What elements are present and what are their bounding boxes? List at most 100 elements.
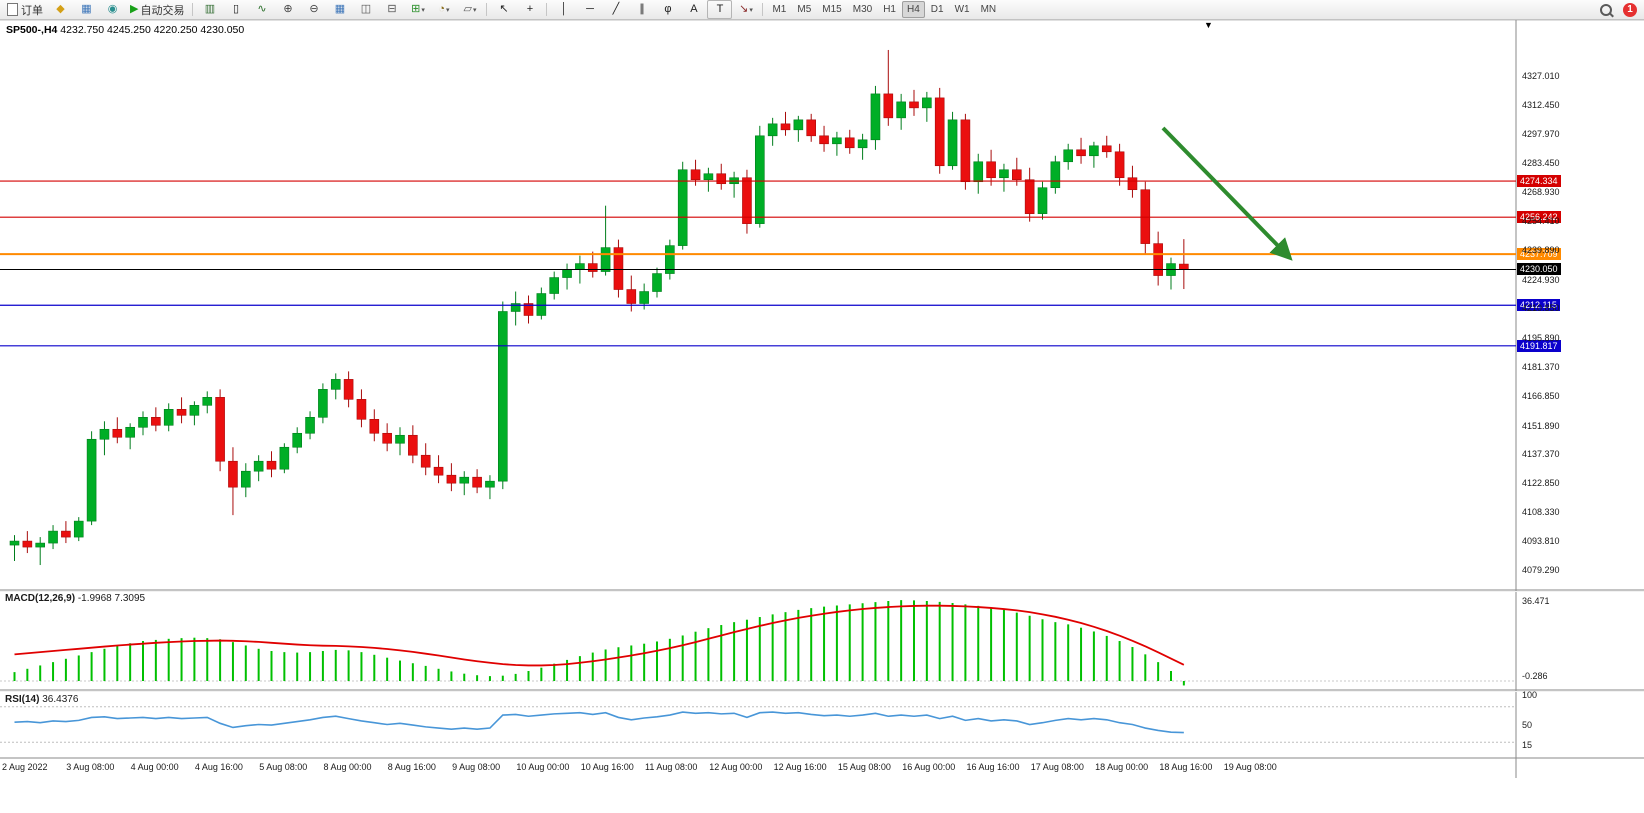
market-watch-button[interactable]: ◆ (48, 0, 73, 19)
candle-body (806, 119, 817, 137)
time-axis-label: 18 Aug 16:00 (1159, 762, 1213, 772)
template-icon: ▱ (463, 3, 472, 15)
search-button[interactable] (1593, 0, 1618, 19)
vertical-line-button[interactable]: │ (551, 0, 576, 19)
timeframe-H1[interactable]: H1 (883, 4, 896, 15)
candle-body (151, 417, 161, 426)
timeframe-M30[interactable]: M30 (852, 4, 873, 15)
horizontal-line-button[interactable]: ─ (577, 0, 602, 19)
horizontal-line-icon: ─ (586, 3, 594, 15)
indicator-list-button[interactable]: ⊟ (379, 0, 404, 19)
candle-body (48, 530, 58, 544)
dropdown-caret: ▾ (472, 6, 477, 14)
indicator-list-icon: ⊟ (387, 3, 397, 15)
chart-title: SP500-,H4 4232.750 4245.250 4220.250 423… (6, 24, 244, 36)
candle-body (986, 161, 996, 179)
candle-body (318, 389, 328, 418)
candle-body (883, 93, 894, 119)
zoom-in-button[interactable]: ⊕ (275, 0, 300, 19)
candle-body (844, 137, 855, 149)
candle-body (395, 434, 405, 444)
timeframe-H4[interactable]: H4 (901, 1, 925, 18)
channel-icon: ∥ (639, 3, 645, 15)
period-menu-button[interactable]: ◔ ▾ (431, 0, 456, 19)
fibonacci-icon: φ (664, 3, 672, 15)
timeframe-M1[interactable]: M1 (772, 4, 787, 15)
macd-signal-line (14, 604, 1185, 667)
autotrading-button[interactable]: ▶ 自动交易 (126, 0, 188, 19)
line-chart-button[interactable]: ∿ (249, 0, 274, 19)
candle-body (909, 101, 919, 109)
cursor-button[interactable]: ↖ (491, 0, 516, 19)
candle-body (870, 93, 881, 141)
price-axis-tick: 4210.850 (1522, 302, 1560, 313)
navigator-button[interactable]: ◉ (100, 0, 125, 19)
candle-body (459, 476, 470, 484)
crosshair-button[interactable]: + (517, 0, 542, 19)
timeframe-M15[interactable]: M15 (822, 4, 842, 15)
candle-body (973, 161, 984, 183)
new-chart-button[interactable]: ⊞ ▾ (405, 0, 430, 19)
toolbar-separator (192, 3, 194, 16)
time-axis-label: 4 Aug 00:00 (130, 762, 179, 772)
text-button[interactable]: A (681, 0, 706, 19)
templates-button[interactable]: ▱ ▾ (457, 0, 482, 19)
fibonacci-button[interactable]: φ (655, 0, 680, 19)
candle-body (600, 247, 611, 272)
candle-body (9, 540, 20, 546)
candle-body (22, 540, 33, 548)
timeframe-M5[interactable]: M5 (797, 4, 812, 15)
clock-icon: ◔ (438, 3, 446, 15)
time-axis-label: 16 Aug 00:00 (902, 762, 956, 772)
time-axis-label: 5 Aug 08:00 (259, 762, 308, 772)
arrows-button[interactable]: ↘ ▾ (733, 0, 758, 19)
dropdown-caret: ▾ (421, 6, 425, 14)
candle-body (112, 428, 123, 438)
candle-body (1127, 177, 1138, 191)
candle-body (587, 263, 598, 272)
candle-body (1011, 169, 1022, 181)
rsi-value: 36.4376 (42, 694, 79, 705)
bar-chart-button[interactable]: ▥ (197, 0, 222, 19)
channel-button[interactable]: ∥ (629, 0, 654, 19)
candle-body (626, 289, 637, 304)
timeframe-group: M1 M5 M15 M30 H1 H4 D1 W1 MN (767, 1, 1001, 18)
candle-body (652, 273, 662, 292)
candle-body (819, 135, 829, 145)
time-axis-label: 2 Aug 2022 (2, 762, 48, 772)
candlestick-chart-button[interactable]: ▯ (223, 0, 248, 19)
candle-body (408, 434, 418, 456)
rsi-label: RSI(14) 36.4376 (5, 694, 78, 705)
timeframe-D1[interactable]: D1 (930, 4, 944, 15)
price-axis-tick: 4151.890 (1522, 420, 1560, 431)
rsi-name: RSI(14) (5, 694, 40, 705)
zoom-out-button[interactable]: ⊖ (301, 0, 326, 19)
rsi-scale-label: 100 (1522, 690, 1538, 700)
tile-windows-button[interactable]: ▦ (327, 0, 352, 19)
candle-body (575, 263, 585, 270)
candle-body (163, 409, 174, 426)
new-order-button[interactable]: 订单 (3, 0, 47, 19)
chart-shift-marker-icon[interactable]: ▼ (1204, 20, 1213, 30)
trendline-button[interactable]: ╱ (603, 0, 628, 19)
time-axis-label: 15 Aug 08:00 (837, 762, 891, 772)
price-axis-tick: 4181.370 (1522, 361, 1560, 372)
price-axis-tick: 4268.930 (1522, 186, 1560, 197)
candle-body (369, 418, 380, 434)
timeframe-MN[interactable]: MN (980, 4, 997, 15)
timeframe-W1[interactable]: W1 (954, 4, 970, 15)
price-axis-tick: 4122.850 (1522, 478, 1560, 489)
dropdown-caret: ▾ (446, 6, 450, 14)
trend-arrow[interactable] (1161, 126, 1293, 261)
data-window-button[interactable]: ▦ (74, 0, 99, 19)
candle-body (767, 123, 778, 137)
crosshair-icon: + (526, 3, 534, 15)
navigator-icon: ◉ (107, 3, 118, 15)
price-axis-tick: 4297.970 (1522, 128, 1560, 139)
notifications-badge[interactable]: 1 (1623, 2, 1637, 17)
text-label-button[interactable]: T (707, 0, 733, 19)
candle-body (1153, 243, 1163, 276)
candle-body (215, 397, 225, 462)
arrange-windows-button[interactable]: ◫ (353, 0, 378, 19)
